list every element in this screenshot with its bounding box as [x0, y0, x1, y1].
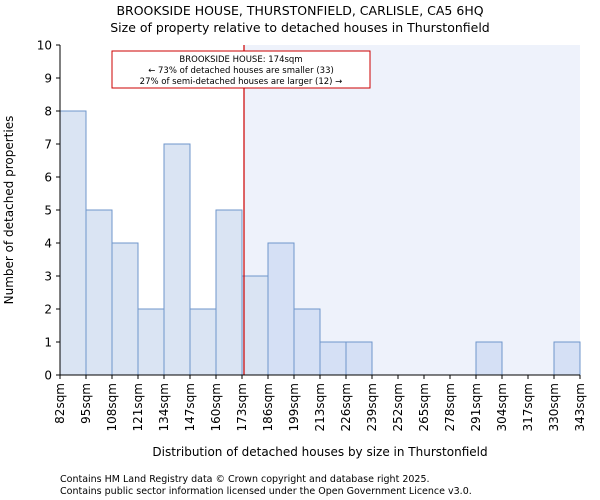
- x-tick-label: 173sqm: [235, 383, 249, 431]
- bar-160sqm: [215, 209, 243, 376]
- y-tick-label: 10: [37, 39, 52, 53]
- bar-121sqm: [137, 308, 165, 376]
- y-axis-ticks: 0 1 2 3 4 5 6 7 8 9 10: [37, 39, 60, 383]
- bar-199sqm: [293, 308, 321, 376]
- x-tick-label: 134sqm: [157, 383, 171, 431]
- x-tick-label: 82sqm: [53, 383, 67, 424]
- y-tick-label: 4: [44, 237, 52, 251]
- x-tick-label: 226sqm: [339, 383, 353, 431]
- x-tick-label: 160sqm: [209, 383, 223, 431]
- x-tick-label: 291sqm: [469, 383, 483, 431]
- x-tick-label: 265sqm: [417, 383, 431, 431]
- chart-subtitle: Size of property relative to detached ho…: [110, 20, 490, 35]
- bar-186sqm: [267, 242, 295, 376]
- bars-group: [59, 110, 581, 376]
- x-tick-label: 317sqm: [521, 383, 535, 431]
- x-tick-label: 304sqm: [495, 383, 509, 431]
- annotation-box: BROOKSIDE HOUSE: 174sqm ← 73% of detache…: [111, 50, 371, 89]
- y-tick-label: 2: [44, 303, 52, 317]
- footer-line-2: Contains public sector information licen…: [60, 486, 472, 497]
- x-tick-label: 95sqm: [79, 383, 93, 424]
- y-tick-label: 1: [44, 336, 52, 350]
- x-tick-label: 239sqm: [365, 383, 379, 431]
- footer-line-1: Contains HM Land Registry data © Crown c…: [60, 474, 430, 485]
- bar-173sqm: [241, 275, 269, 376]
- y-tick-label: 6: [44, 171, 52, 185]
- bar-291sqm: [475, 341, 503, 376]
- x-axis-ticks: 82sqm 95sqm 108sqm 121sqm 134sqm 147sqm 160sqm…: [53, 375, 587, 431]
- bar-134sqm: [163, 143, 191, 376]
- bar-108sqm: [111, 242, 139, 376]
- x-tick-label: 278sqm: [443, 383, 457, 431]
- chart-title: BROOKSIDE HOUSE, THURSTONFIELD, CARLISLE…: [116, 3, 483, 18]
- annotation-line-1: BROOKSIDE HOUSE: 174sqm: [179, 55, 302, 65]
- bar-147sqm: [189, 308, 217, 376]
- x-tick-label: 252sqm: [391, 383, 405, 431]
- y-tick-label: 9: [44, 72, 52, 86]
- bar-226sqm: [345, 341, 373, 376]
- annotation-line-3: 27% of semi-detached houses are larger (…: [140, 77, 343, 87]
- y-axis-label: Number of detached properties: [2, 116, 16, 305]
- annotation-line-2: ← 73% of detached houses are smaller (33…: [148, 66, 334, 76]
- x-tick-label: 213sqm: [313, 383, 327, 431]
- y-tick-label: 0: [44, 369, 52, 383]
- bar-330sqm: [553, 341, 581, 376]
- x-tick-label: 343sqm: [573, 383, 587, 431]
- bar-82sqm: [59, 110, 87, 376]
- y-tick-label: 8: [44, 105, 52, 119]
- bar-213sqm: [319, 341, 347, 376]
- bar-95sqm: [85, 209, 113, 376]
- x-tick-label: 121sqm: [131, 383, 145, 431]
- x-tick-label: 330sqm: [547, 383, 561, 431]
- x-tick-label: 199sqm: [287, 383, 301, 431]
- x-tick-label: 186sqm: [261, 383, 275, 431]
- y-tick-label: 7: [44, 138, 52, 152]
- x-tick-label: 147sqm: [183, 383, 197, 431]
- x-axis-label: Distribution of detached houses by size …: [152, 445, 487, 459]
- y-tick-label: 5: [44, 204, 52, 218]
- x-tick-label: 108sqm: [105, 383, 119, 431]
- y-tick-label: 3: [44, 270, 52, 284]
- annotation-border: [111, 50, 371, 89]
